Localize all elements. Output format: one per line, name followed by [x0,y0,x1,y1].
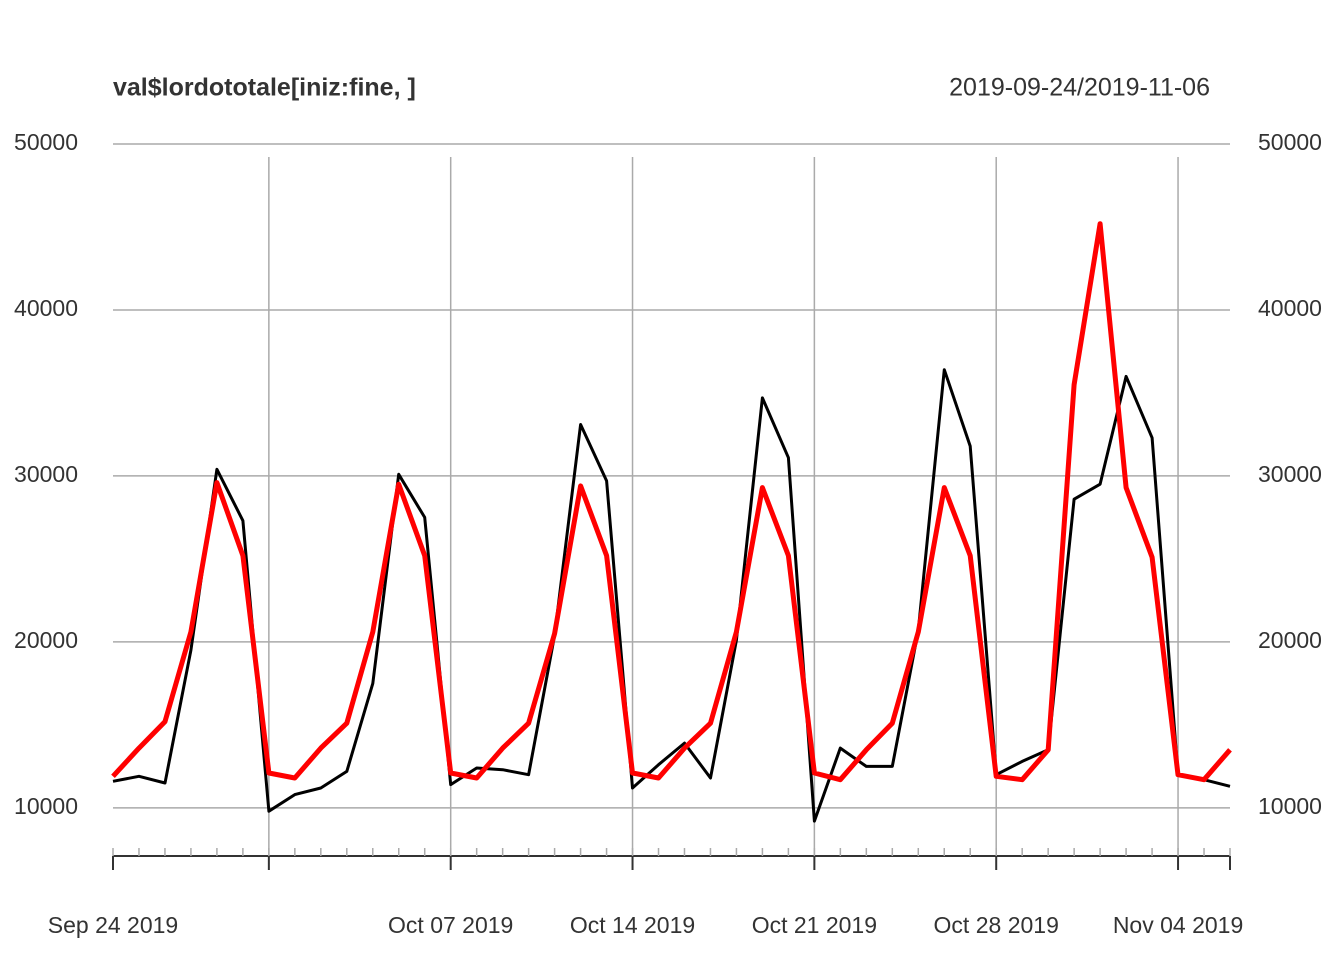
y2-tick-label: 50000 [1258,129,1322,155]
x-tick-label: Oct 14 2019 [570,912,695,938]
y-tick-label: 20000 [14,627,78,653]
chart-subtitle: 2019-09-24/2019-11-06 [949,74,1210,102]
y-tick-label: 10000 [14,793,78,819]
series-line [112,368,1231,823]
chart-title: val$lordototale[iniz:fine, ] [113,74,416,102]
y-tick-label: 50000 [14,129,78,155]
y2-tick-label: 10000 [1258,793,1322,819]
x-tick-label: Oct 21 2019 [752,912,877,938]
series-line [111,221,1232,783]
x-tick-label: Nov 04 2019 [1113,912,1243,938]
y2-tick-label: 30000 [1258,461,1322,487]
y2-tick-label: 40000 [1258,295,1322,321]
y2-tick-label: 20000 [1258,627,1322,653]
y-tick-label: 40000 [14,295,78,321]
x-tick-label: Sep 24 2019 [48,912,178,938]
x-tick-label: Oct 28 2019 [934,912,1059,938]
y-tick-label: 30000 [14,461,78,487]
x-tick-label: Oct 07 2019 [388,912,513,938]
